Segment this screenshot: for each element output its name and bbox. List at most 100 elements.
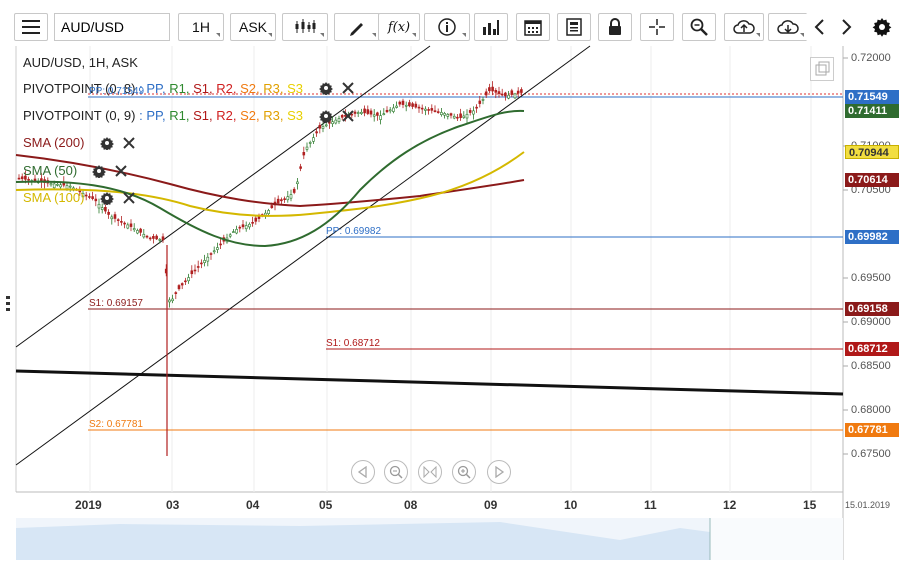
- s1-label-left: S1: 0.69157: [89, 298, 143, 309]
- volume-button[interactable]: [474, 13, 508, 41]
- pencil-icon: [350, 23, 363, 36]
- legend-s2: S2,: [240, 108, 260, 123]
- x-tick: 15: [803, 498, 817, 512]
- chevron-down-icon: [372, 33, 376, 37]
- fx-label: f(x): [387, 19, 411, 35]
- pivot-2-close-icon[interactable]: [341, 109, 355, 123]
- sma-100-close-icon[interactable]: [122, 191, 136, 205]
- indicators-button[interactable]: f(x): [378, 13, 420, 41]
- y-tick: 0.68500: [851, 360, 891, 372]
- x-tick: 03: [166, 498, 180, 512]
- legend-r1: R1,: [169, 81, 190, 96]
- s1-label-mid: S1: 0.68712: [326, 338, 380, 349]
- x-tick: 12: [723, 498, 737, 512]
- zoom-button[interactable]: [682, 13, 716, 41]
- symbol-input[interactable]: [54, 13, 170, 41]
- sma-200-line: [15, 154, 525, 208]
- x-tick: 10: [564, 498, 578, 512]
- scroll-right-button[interactable]: [834, 13, 860, 41]
- pivot-1-settings-icon[interactable]: [319, 81, 333, 96]
- price-tag-s1: 0.69158: [845, 302, 899, 316]
- price-tag-pp: 0.71549: [845, 90, 899, 104]
- legend-r1: R1,: [169, 108, 190, 123]
- toolbar: 1H ASK f(x): [0, 0, 907, 46]
- interval-select[interactable]: 1H: [178, 13, 224, 41]
- bar-chart-icon: [483, 20, 499, 35]
- legend-r2: R2,: [216, 108, 237, 123]
- legend-r3: R3,: [263, 108, 284, 123]
- upload-button[interactable]: [724, 13, 764, 41]
- legend-sma-50: SMA (50): [23, 163, 78, 178]
- x-tick: 05: [319, 498, 333, 512]
- crosshair-icon: [649, 19, 665, 35]
- legend-pivot-2: PIVOTPOINT (0, 9) : PP, R1, S1, R2, S2, …: [23, 108, 303, 123]
- zoom-icon: [690, 18, 708, 36]
- triangle-left-icon: [357, 466, 367, 478]
- popout-button[interactable]: [810, 57, 834, 81]
- cloud-upload-icon: [733, 20, 755, 34]
- pp-label-mid: PP: 0.69982: [326, 226, 382, 237]
- chevron-down-icon: [756, 33, 760, 37]
- zoom-in-icon: [457, 465, 471, 479]
- sma-100-settings-icon[interactable]: [100, 191, 114, 206]
- pivot-2-settings-icon[interactable]: [319, 109, 333, 124]
- reset-view-button[interactable]: [418, 460, 442, 484]
- chevron-left-icon: [814, 19, 824, 35]
- x-tick: 08: [404, 498, 418, 512]
- pivot-1-close-icon[interactable]: [341, 81, 355, 95]
- zoom-out-button[interactable]: [384, 460, 408, 484]
- price-tag-s1-2: 0.68712: [845, 342, 899, 356]
- scroll-left-button[interactable]: [806, 13, 832, 41]
- nav-forward-button[interactable]: [487, 460, 511, 484]
- legend-sma-200: SMA (200): [23, 135, 85, 150]
- news-button[interactable]: [557, 13, 591, 41]
- nav-back-button[interactable]: [351, 460, 375, 484]
- sma-200-close-icon[interactable]: [122, 136, 136, 150]
- calendar-icon: [524, 20, 542, 36]
- legend-s2: S2,: [240, 81, 260, 96]
- lock-button[interactable]: [598, 13, 632, 41]
- legend-sma-100: SMA (100): [23, 190, 85, 205]
- pane-resize-handle[interactable]: [6, 296, 10, 312]
- legend-pivot-1: PIVOTPOINT (0, 8) : PP, R1, S1, R2, S2, …: [23, 81, 303, 96]
- price-tag-sma200: 0.70614: [845, 173, 899, 187]
- zoom-in-button[interactable]: [452, 460, 476, 484]
- legend-r3: R3,: [263, 81, 284, 96]
- x-tick: 11: [644, 498, 657, 512]
- sma-50-close-icon[interactable]: [114, 164, 128, 178]
- sma-100-line: [15, 151, 525, 217]
- legend-pivot-1-name: PIVOTPOINT (0, 8): [23, 81, 136, 96]
- chart-type-button[interactable]: [282, 13, 328, 41]
- info-icon: [438, 18, 456, 36]
- y-tick: 0.68000: [851, 404, 891, 416]
- sma-50-settings-icon[interactable]: [92, 164, 106, 179]
- chevron-right-icon: [842, 19, 852, 35]
- legend-pp: PP,: [146, 81, 166, 96]
- cloud-download-icon: [777, 20, 799, 34]
- chevron-down-icon: [412, 33, 416, 37]
- crosshair-button[interactable]: [640, 13, 674, 41]
- calendar-button[interactable]: [516, 13, 550, 41]
- legend-s1: S1,: [193, 81, 213, 96]
- draw-tool-button[interactable]: [334, 13, 380, 41]
- chevron-down-icon: [216, 33, 220, 37]
- x-axis-date: 15.01.2019: [845, 500, 891, 510]
- interval-label: 1H: [192, 19, 210, 35]
- legend-s1: S1,: [193, 108, 213, 123]
- pp-label-left: PP: 0.71549: [89, 86, 145, 97]
- legend-sep: :: [139, 81, 143, 96]
- sma-200-settings-icon[interactable]: [100, 136, 114, 151]
- menu-button[interactable]: [14, 13, 48, 41]
- chart-title: AUD/USD, 1H, ASK: [23, 55, 138, 70]
- chevron-down-icon: [268, 33, 272, 37]
- price-type-select[interactable]: ASK: [230, 13, 276, 41]
- reset-view-icon: [423, 466, 437, 478]
- info-button[interactable]: [424, 13, 470, 41]
- candlestick-icon: [295, 19, 316, 33]
- legend-pp: PP,: [146, 108, 166, 123]
- settings-button[interactable]: [868, 13, 896, 41]
- document-icon: [566, 18, 582, 36]
- x-tick: 04: [246, 498, 260, 512]
- legend-r2: R2,: [216, 81, 237, 96]
